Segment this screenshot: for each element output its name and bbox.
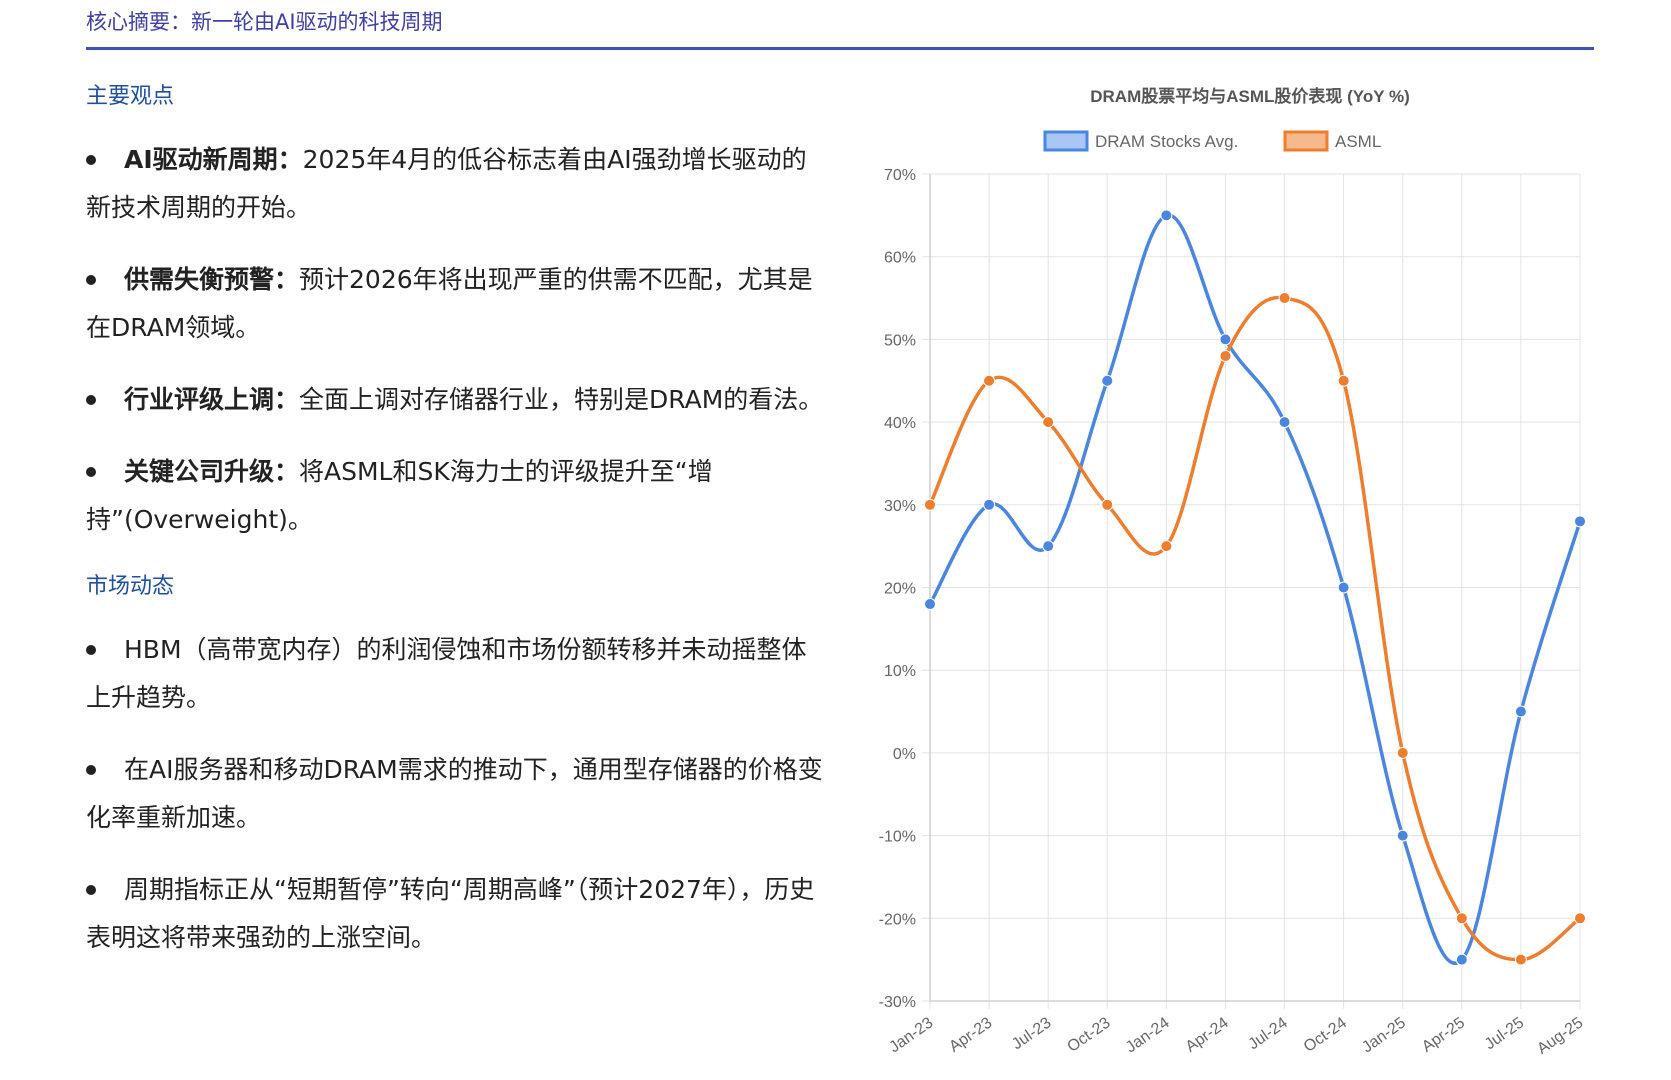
- section-title-market-dynamics: 市场动态: [86, 574, 175, 599]
- item-text: 预计2026年将出现严重的供需不匹配，尤其是在DRAM领域。: [86, 265, 813, 342]
- x-tick-label: Apr-25: [1419, 1014, 1468, 1056]
- x-tick-label: Apr-24: [1183, 1014, 1232, 1056]
- series-line-dram-stocks-avg: [928, 213, 1582, 965]
- item-label: 行业评级上调：: [124, 385, 300, 414]
- bullet-icon: [86, 765, 96, 775]
- x-tick-label: Jan-24: [1123, 1014, 1173, 1056]
- list-item: 行业评级上调：全面上调对存储器行业，特别是DRAM的看法。: [86, 376, 826, 424]
- item-text: 在AI服务器和移动DRAM需求的推动下，通用型存储器的价格变化率重新加速。: [86, 755, 823, 832]
- y-tick-label: -30%: [879, 994, 916, 1011]
- y-tick-label: -10%: [879, 829, 916, 846]
- legend-swatch: [1283, 130, 1329, 152]
- x-tick-label: Oct-23: [1064, 1014, 1113, 1056]
- item-text: 将ASML和SK海力士的评级提升至“增持”(Overweight)。: [86, 457, 713, 534]
- market-dynamics-list: HBM（高带宽内存）的利润侵蚀和市场份额转移并未动摇整体上升趋势。 在AI服务器…: [86, 626, 826, 962]
- y-tick-label: 30%: [884, 498, 916, 515]
- item-text: 周期指标正从“短期暂停”转向“周期高峰”（预计2027年），历史表明这将带来强劲…: [86, 875, 815, 952]
- main-points-list: AI驱动新周期：2025年4月的低谷标志着由AI强劲增长驱动的新技术周期的开始。…: [86, 136, 826, 544]
- item-text: HBM（高带宽内存）的利润侵蚀和市场份额转移并未动摇整体上升趋势。: [86, 635, 807, 712]
- data-point-asml: [1574, 912, 1586, 925]
- y-tick-label: 60%: [884, 250, 916, 267]
- data-point-asml: [1396, 746, 1409, 759]
- data-point-dram-stocks-avg: [1101, 374, 1114, 387]
- data-point-dram-stocks-avg: [924, 598, 936, 611]
- bullet-icon: [86, 155, 96, 165]
- x-tick-label: Aug-25: [1534, 1014, 1586, 1058]
- list-item: 供需失衡预警：预计2026年将出现严重的供需不匹配，尤其是在DRAM领域。: [86, 256, 826, 352]
- x-tick-label: Jul-23: [1009, 1014, 1055, 1053]
- y-tick-label: 40%: [884, 415, 916, 432]
- data-point-dram-stocks-avg: [1396, 829, 1409, 842]
- data-point-asml: [924, 498, 936, 511]
- x-tick-label: Jan-25: [1359, 1014, 1409, 1056]
- series-line-asml: [928, 295, 1582, 962]
- data-point-dram-stocks-avg: [1219, 333, 1232, 346]
- data-point-asml: [1337, 374, 1350, 387]
- section-title-main-points: 主要观点: [86, 84, 175, 109]
- y-tick-label: 50%: [884, 332, 916, 349]
- legend-label: DRAM Stocks Avg.: [1095, 132, 1238, 151]
- item-text: 2025年4月的低谷标志着由AI强劲增长驱动的新技术周期的开始。: [86, 145, 807, 222]
- list-item: 关键公司升级：将ASML和SK海力士的评级提升至“增持”(Overweight)…: [86, 448, 826, 544]
- y-tick-label: 70%: [884, 167, 916, 184]
- data-point-asml: [1101, 498, 1114, 511]
- bullet-icon: [86, 885, 96, 895]
- x-tick-label: Jul-24: [1245, 1014, 1291, 1053]
- item-label: 供需失衡预警：: [124, 265, 300, 294]
- y-tick-label: 0%: [893, 746, 916, 763]
- data-point-dram-stocks-avg: [1574, 515, 1586, 528]
- chart-svg: DRAM股票平均与ASML股价表现 (YoY %) DRAM Stocks Avg…: [879, 86, 1587, 1058]
- item-text: 全面上调对存储器行业，特别是DRAM的看法。: [299, 385, 824, 414]
- list-item: HBM（高带宽内存）的利润侵蚀和市场份额转移并未动摇整体上升趋势。: [86, 626, 826, 722]
- bullet-icon: [86, 467, 96, 477]
- bullet-icon: [86, 275, 96, 285]
- bullet-icon: [86, 645, 96, 655]
- yoy-line-chart: DRAM股票平均与ASML股价表现 (YoY %) DRAM Stocks Avg…: [840, 78, 1600, 1068]
- bullet-icon: [86, 395, 96, 405]
- data-point-asml: [983, 374, 996, 387]
- data-point-asml: [1455, 912, 1468, 925]
- data-point-asml: [1219, 349, 1232, 362]
- data-point-dram-stocks-avg: [1337, 581, 1350, 594]
- y-tick-label: 20%: [884, 581, 916, 598]
- data-point-asml: [1278, 292, 1291, 305]
- list-item: 周期指标正从“短期暂停”转向“周期高峰”（预计2027年），历史表明这将带来强劲…: [86, 866, 826, 962]
- legend-label: ASML: [1335, 132, 1381, 151]
- data-point-dram-stocks-avg: [1455, 953, 1468, 966]
- chart-title: DRAM股票平均与ASML股价表现 (YoY %): [1090, 86, 1410, 106]
- data-point-asml: [1160, 540, 1173, 553]
- list-item: AI驱动新周期：2025年4月的低谷标志着由AI强劲增长驱动的新技术周期的开始。: [86, 136, 826, 232]
- data-point-dram-stocks-avg: [1160, 209, 1173, 222]
- header-title: 核心摘要：新一轮由AI驱动的科技周期: [86, 10, 443, 34]
- list-item: 在AI服务器和移动DRAM需求的推动下，通用型存储器的价格变化率重新加速。: [86, 746, 826, 842]
- x-tick-label: Apr-23: [946, 1014, 995, 1056]
- item-label: AI驱动新周期：: [124, 145, 303, 174]
- summary-content: 主要观点 AI驱动新周期：2025年4月的低谷标志着由AI强劲增长驱动的新技术周…: [86, 70, 826, 986]
- y-tick-label: 10%: [884, 663, 916, 680]
- data-point-dram-stocks-avg: [1278, 416, 1291, 429]
- data-point-asml: [1514, 953, 1527, 966]
- x-tick-label: Jan-23: [886, 1014, 936, 1056]
- y-tick-label: -20%: [879, 911, 916, 928]
- data-point-asml: [1042, 416, 1055, 429]
- data-point-dram-stocks-avg: [1514, 705, 1527, 718]
- data-point-dram-stocks-avg: [1042, 540, 1055, 553]
- x-tick-label: Oct-24: [1301, 1014, 1350, 1056]
- item-label: 关键公司升级：: [124, 457, 300, 486]
- data-point-dram-stocks-avg: [983, 498, 996, 511]
- x-tick-label: Jul-25: [1482, 1014, 1528, 1053]
- legend-swatch: [1043, 130, 1089, 152]
- summary-header: 核心摘要：新一轮由AI驱动的科技周期: [86, 0, 1594, 50]
